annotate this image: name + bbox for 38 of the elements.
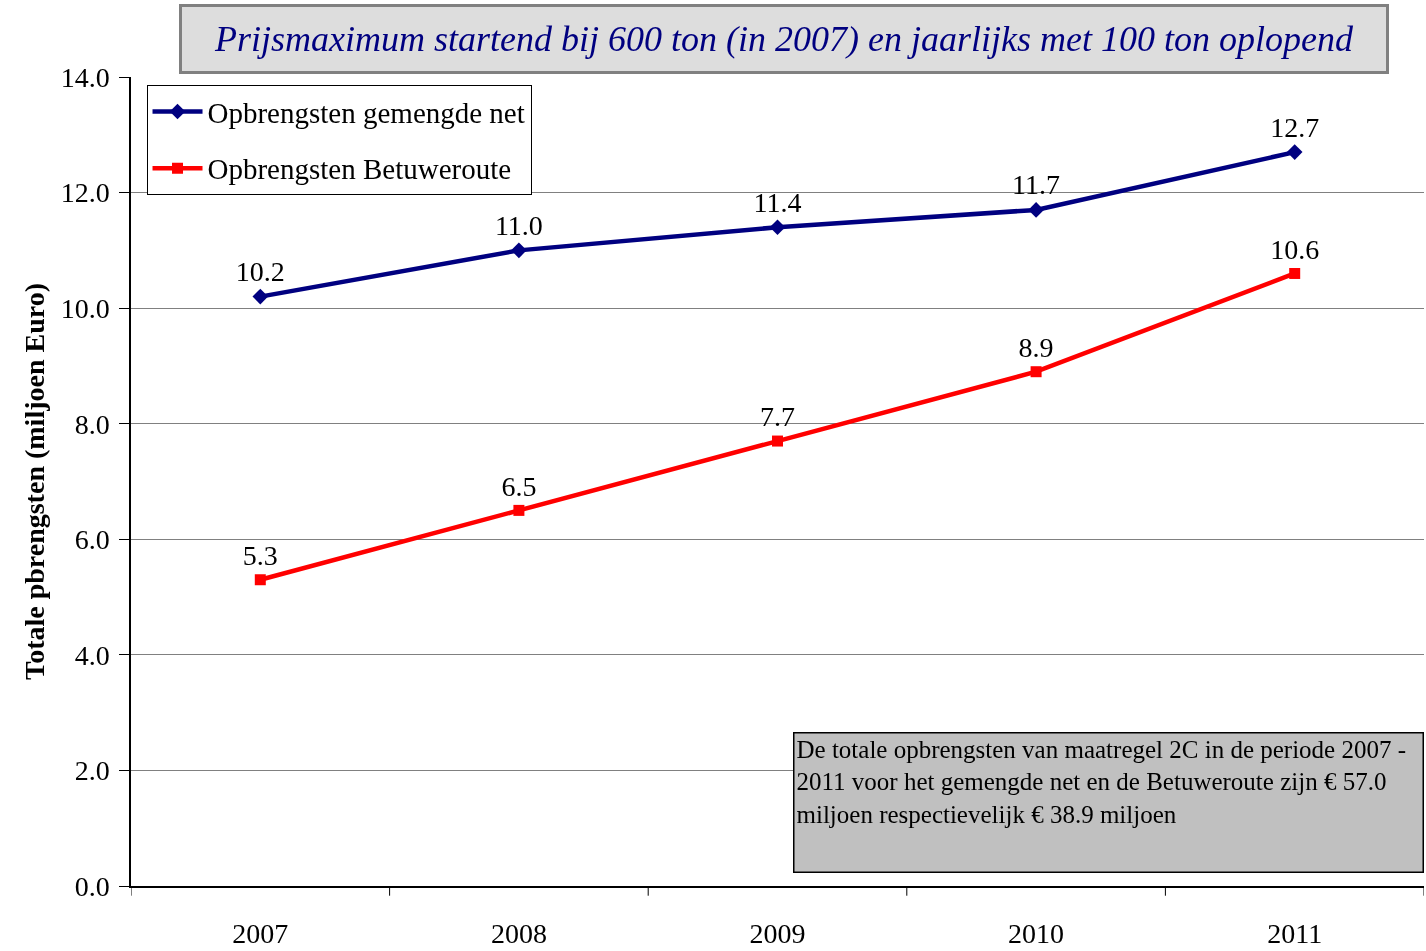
- point: [769, 219, 786, 236]
- y-tick-label: 0.0: [74, 870, 110, 902]
- y-tick-label: 14.0: [60, 61, 110, 93]
- data-label: 10.6: [1270, 233, 1320, 265]
- data-label: 8.9: [1018, 331, 1054, 363]
- point: [1028, 202, 1044, 218]
- y-tick-label: 2.0: [74, 755, 110, 787]
- y-tick-label: 4.0: [74, 639, 110, 671]
- point: [511, 242, 527, 259]
- y-tick-label: 12.0: [60, 177, 110, 209]
- point: [252, 288, 269, 305]
- point: [772, 435, 783, 447]
- data-label: 10.2: [235, 256, 285, 288]
- data-label: 7.7: [760, 401, 795, 433]
- x-tick-label: 2007: [232, 918, 289, 950]
- x-tick-label: 2011: [1267, 918, 1323, 950]
- chart-title: Prijsmaximum startend bij 600 ton (in 2007) en jaarlijks met 100 ton oplopend: [214, 19, 1354, 59]
- data-label: 6.5: [501, 470, 537, 502]
- x-tick-label: 2010: [1008, 918, 1065, 950]
- data-label: 11.7: [1012, 169, 1061, 201]
- y-tick-label: 10.0: [60, 292, 110, 324]
- y-tick-label: 8.0: [74, 408, 110, 440]
- y-tick-label: 6.0: [74, 524, 110, 556]
- data-label: 12.7: [1270, 111, 1320, 143]
- data-label: 11.0: [494, 209, 543, 241]
- data-label: 5.3: [242, 539, 278, 571]
- x-tick-label: 2008: [490, 918, 547, 950]
- annotation: De totale opbrengsten van maatregel 2C in de periode 2007 - 2011 voor het gemengde net en de Betuweroute zijn € 57.0 miljoen respectievelijk € 38.9 miljoen: [796, 735, 1407, 828]
- x-tick-label: 2009: [749, 918, 806, 950]
- point: [1289, 267, 1301, 279]
- point: [1030, 366, 1042, 378]
- point: [1286, 144, 1303, 160]
- y-axis-title: Totale pbrengsten (miljoen Euro): [18, 283, 50, 680]
- point: [513, 504, 525, 516]
- legend-label: Opbrengsten Betuweroute: [207, 153, 512, 186]
- data-label: 11.4: [753, 186, 802, 218]
- point: [254, 574, 266, 586]
- legend-label: Opbrengsten gemengde net: [207, 96, 525, 129]
